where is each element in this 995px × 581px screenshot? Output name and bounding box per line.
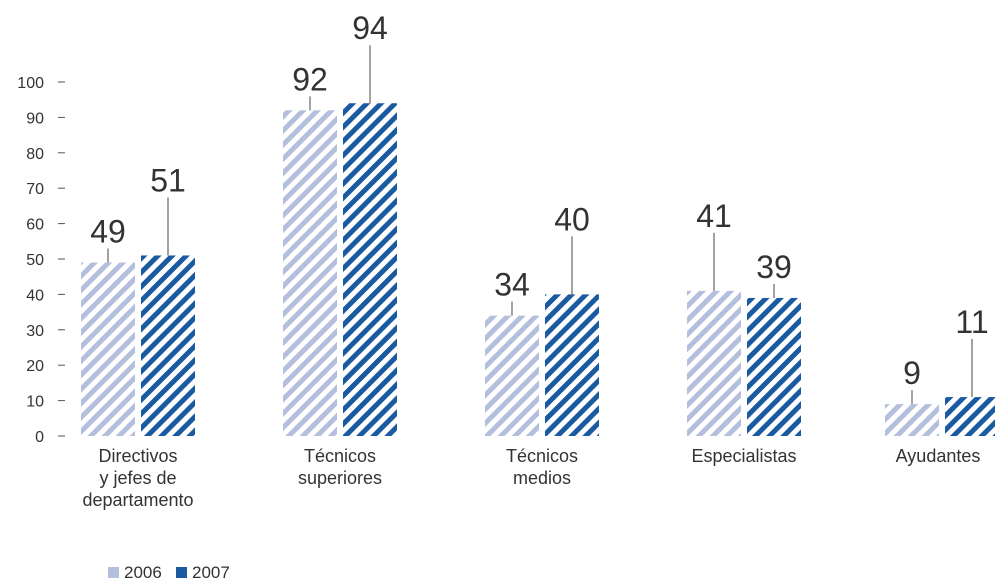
category-label: Técnicos medios xyxy=(506,446,578,488)
category-label-line: departamento xyxy=(82,490,193,510)
category-label-line: Especialistas xyxy=(691,446,796,466)
y-axis: 0 10 20 30 40 50 60 70 80 90 100 xyxy=(17,75,65,446)
category-label: Directivos y jefes de departamento xyxy=(82,446,193,510)
category-label: Ayudantes xyxy=(896,446,981,466)
y-tick-label: 30 xyxy=(26,323,44,340)
bar-2006-2 xyxy=(485,315,539,436)
y-tick-label: 10 xyxy=(26,394,44,411)
y-tick-label: 60 xyxy=(26,217,44,234)
value-label: 92 xyxy=(292,61,328,97)
category-label-line: superiores xyxy=(298,468,382,488)
y-tick-label: 20 xyxy=(26,358,44,375)
value-label: 94 xyxy=(352,10,388,46)
y-tick-label: 40 xyxy=(26,287,44,304)
category-label: Especialistas xyxy=(691,446,796,466)
bar-2007-4 xyxy=(945,397,995,436)
bar-2006-1 xyxy=(283,110,337,436)
bar-2007-3 xyxy=(747,297,801,436)
y-tick-label: 90 xyxy=(26,110,44,127)
bar-2006-3 xyxy=(687,290,741,436)
x-axis: Directivos y jefes de departamento Técnicos… xyxy=(82,446,980,510)
value-label: 49 xyxy=(90,214,126,250)
value-label: 39 xyxy=(756,249,792,285)
category-label-line: Ayudantes xyxy=(896,446,981,466)
category-label: Técnicos superiores xyxy=(298,446,382,488)
y-tick-label: 70 xyxy=(26,181,44,198)
bar-2007-2 xyxy=(545,294,599,436)
value-label: 51 xyxy=(150,162,186,198)
value-label: 9 xyxy=(903,355,921,391)
legend-swatch-2007 xyxy=(176,567,187,578)
category-label-line: medios xyxy=(513,468,571,488)
category-label-line: Técnicos xyxy=(304,446,376,466)
bar-2007-1 xyxy=(343,103,397,437)
value-label: 41 xyxy=(696,198,732,234)
y-tick-label: 50 xyxy=(26,252,44,269)
legend-label-2007: 2007 xyxy=(192,563,230,581)
legend-swatch-2006 xyxy=(108,567,119,578)
value-label: 34 xyxy=(494,267,530,303)
category-label-line: Directivos xyxy=(98,446,177,466)
y-tick-label: 0 xyxy=(35,429,44,446)
bars: 49 51 92 94 34 40 41 39 9 11 xyxy=(81,10,995,437)
legend-label-2006: 2006 xyxy=(124,563,162,581)
y-tick-label: 100 xyxy=(17,75,44,92)
value-label: 11 xyxy=(955,304,988,340)
bar-2006-0 xyxy=(81,262,135,436)
value-label: 40 xyxy=(554,201,590,237)
bar-2006-4 xyxy=(885,404,939,436)
y-tick-label: 80 xyxy=(26,146,44,163)
category-label-line: Técnicos xyxy=(506,446,578,466)
legend: 2006 2007 xyxy=(108,563,230,581)
bar-2007-0 xyxy=(141,255,195,436)
category-label-line: y jefes de xyxy=(99,468,176,488)
